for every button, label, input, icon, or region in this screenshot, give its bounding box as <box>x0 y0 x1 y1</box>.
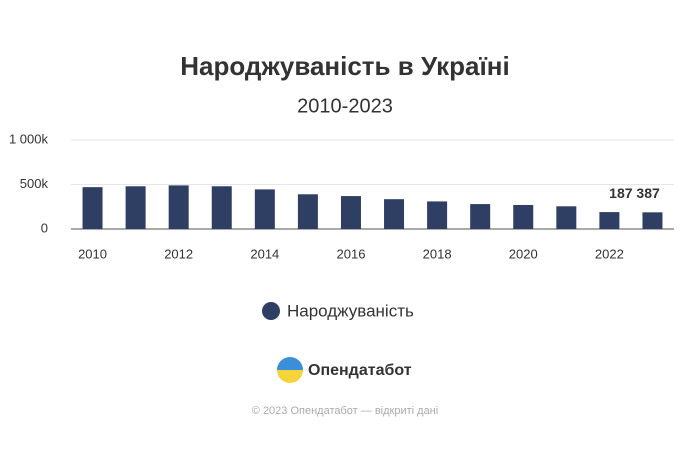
bar <box>82 187 103 229</box>
data-label: 187 387 <box>609 185 660 201</box>
bar <box>470 204 491 229</box>
y-tick-label: 1 000k <box>9 131 49 146</box>
bar <box>340 196 361 229</box>
x-tick-label: 2014 <box>250 246 279 261</box>
x-tick-label: 2016 <box>337 246 366 261</box>
x-tick-label: 2020 <box>509 246 538 261</box>
bar <box>384 199 405 229</box>
bar <box>599 212 620 229</box>
bar <box>556 206 577 229</box>
y-tick-label: 0 <box>41 220 48 235</box>
x-tick-label: 2018 <box>423 246 452 261</box>
bar <box>125 186 146 229</box>
bar <box>211 186 232 229</box>
bar <box>427 201 448 229</box>
x-tick-label: 2010 <box>78 246 107 261</box>
y-tick-label: 500k <box>20 176 49 191</box>
x-tick-label: 2012 <box>164 246 193 261</box>
copyright: © 2023 Опендатабот — відкриті дані <box>252 405 438 417</box>
bar <box>297 194 318 229</box>
bar <box>642 212 663 229</box>
brand-logo <box>277 357 303 383</box>
legend-label: Народжуваність <box>287 301 414 320</box>
brand-name: Опендатабот <box>308 362 412 379</box>
x-tick-label: 2022 <box>595 246 624 261</box>
bar <box>513 204 534 229</box>
chart-subtitle: 2010-2023 <box>297 95 393 117</box>
legend-marker <box>262 302 280 320</box>
bar <box>168 185 189 229</box>
chart-title: Народжуваність в Україні <box>180 51 509 81</box>
bar <box>254 189 275 229</box>
